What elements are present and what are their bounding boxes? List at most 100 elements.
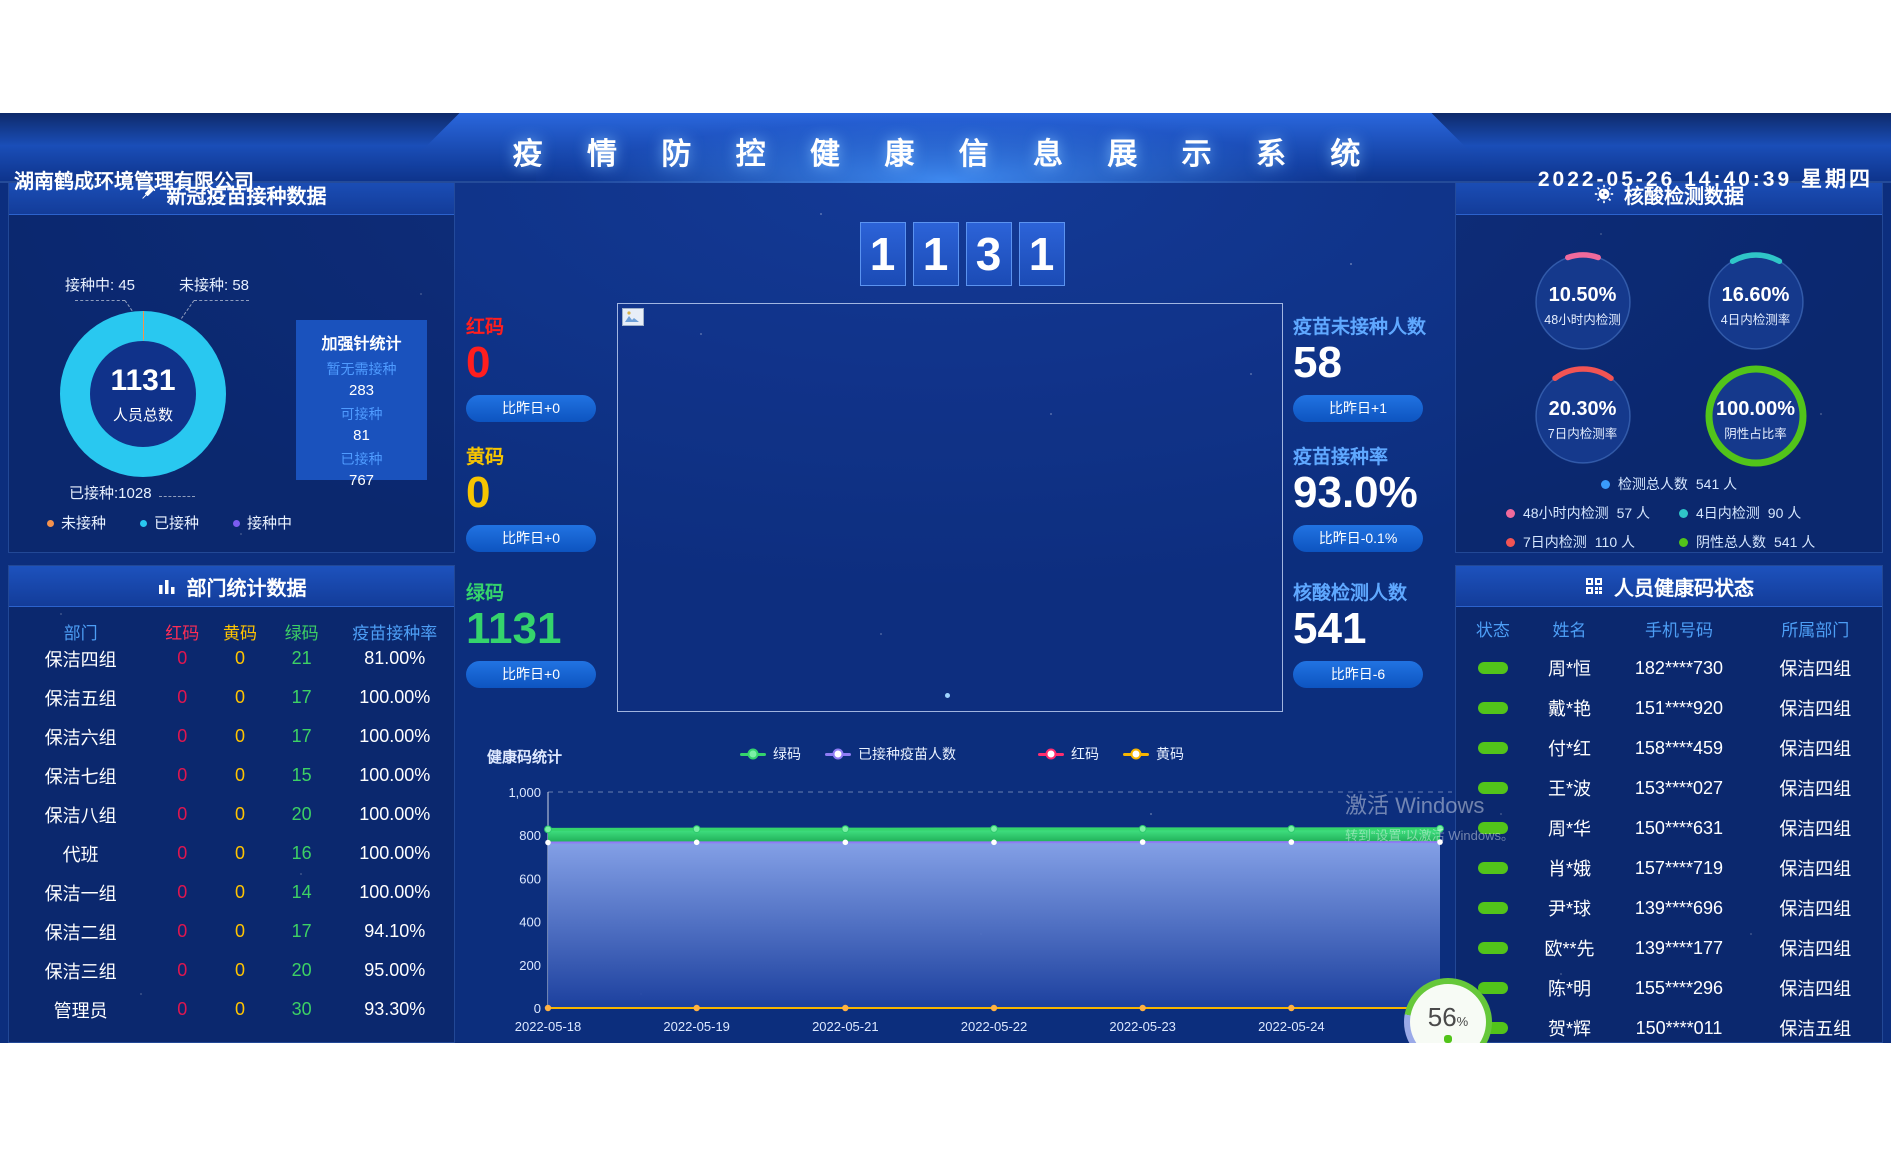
vaccine-stats-column: 疫苗未接种人数 58 比昨日+1 疫苗接种率 93.0% 比昨日-0.1% 核酸… [1293, 113, 1443, 1043]
gauge-label: 7日内检测率 [1547, 427, 1618, 441]
health-table-header: 状态 姓名 手机号码 所属部门 [1456, 616, 1882, 641]
column-header: 部门 [63, 624, 98, 643]
dept-table-body: 保洁四组 0 0 21 81.00% 保洁五组 0 0 17 100.00% 保… [9, 639, 454, 1029]
table-row: 保洁六组 0 0 17 100.00% [44, 726, 431, 748]
vaccine-legend: 未接种 已接种 接种中 [47, 512, 292, 533]
delta-pill: 比昨日-0.1% [1293, 524, 1423, 552]
health-panel: 人员健康码状态 状态 姓名 手机号码 所属部门 周*恒 182****730 保洁四组… [1455, 565, 1883, 1043]
donut-callout-in-progress: 接种中: 45 [65, 277, 136, 294]
syringe-icon [141, 185, 155, 199]
gauge-value: 16.60% [1721, 284, 1790, 306]
delta-pill: 比昨日+0 [466, 524, 596, 552]
column-header: 姓名 [1552, 621, 1587, 640]
callout-dash [194, 300, 249, 301]
svg-text:2022-05-24: 2022-05-24 [1258, 1019, 1325, 1034]
green-status-pill [1477, 981, 1508, 994]
health-panel-title: 人员健康码状态 [1456, 566, 1882, 607]
bar-chart-icon [158, 580, 174, 594]
legend-item: 48小时内检测 57 人 [1506, 503, 1679, 523]
stat-block: 红码 0 比昨日+0 [466, 312, 616, 422]
nucleic-panel: 核酸检测数据 10.50% 48小时内检测 16.60% 4日内检测率 20.3… [1455, 173, 1883, 553]
green-status-pill [1477, 941, 1508, 954]
callout-dash [180, 300, 195, 319]
donut-callout-unvaccinated: 未接种: 58 [179, 277, 250, 294]
total-people-label: 人员总数 [112, 406, 173, 424]
callout-dash [159, 496, 195, 497]
svg-text:2022-05-21: 2022-05-21 [812, 1019, 879, 1034]
column-header: 手机号码 [1644, 621, 1713, 640]
table-row: 尹*球 139****696 保洁四组 [1456, 888, 1882, 928]
health-code-line-chart: 0 200 400 600 800 1,000 2022-05-18 2022-05-19 20… [508, 785, 1473, 1034]
company-name: 湖南鹤成环境管理有限公司 [14, 171, 254, 193]
table-row: 陈*明 155****296 保洁四组 [1456, 968, 1882, 1008]
header-glow [535, 113, 1356, 183]
gauge-value: 100.00% [1716, 398, 1795, 420]
svg-text:2022-05-23: 2022-05-23 [1109, 1019, 1176, 1034]
gauge: 16.60% 4日内检测率 [1704, 250, 1808, 354]
progress-badge-inner: 56% [1410, 984, 1486, 1043]
stat-block: 黄码 0 比昨日+0 [466, 442, 616, 552]
donut-callout-vaccinated: 已接种:1028 [69, 485, 152, 502]
svg-text:2022-05-22: 2022-05-22 [961, 1019, 1028, 1034]
code-stats-column: 红码 0 比昨日+0 黄码 0 比昨日+0 绿码 1131 比昨日+0 [466, 113, 616, 1043]
booster-item: 暂无需接种 283 [326, 361, 397, 399]
table-row: 管理员 0 0 30 93.30% [53, 999, 426, 1021]
table-row: 保洁七组 0 0 15 100.00% [44, 765, 431, 787]
gauge: 20.30% 7日内检测率 [1531, 364, 1635, 468]
table-row: 戴*艳 151****920 保洁四组 [1456, 688, 1882, 728]
table-row: 肖*娥 157****719 保洁四组 [1456, 848, 1882, 888]
table-row: 保洁五组 0 0 17 100.00% [44, 687, 431, 709]
svg-text:800: 800 [519, 828, 541, 843]
dept-table-header: 部门 红码 黄码 绿码 疫苗接种率 [9, 619, 454, 644]
vaccine-donut-chart: 1131 人员总数 [60, 311, 226, 477]
gauge-grid: 10.50% 48小时内检测 16.60% 4日内检测率 20.30% 7日内检… [1456, 250, 1882, 468]
counter-digit: 1 [1018, 222, 1065, 286]
column-header: 所属部门 [1781, 621, 1850, 640]
table-row: 保洁三组 0 0 20 95.00% [44, 960, 426, 982]
gauge-value: 20.30% [1548, 398, 1617, 420]
table-row: 欧**先 139****177 保洁四组 [1456, 928, 1882, 968]
datetime: 2022-05-26 14:40:39 星期四 [1537, 168, 1873, 191]
delta-pill: 比昨日-6 [1293, 660, 1423, 688]
broken-image-icon [622, 308, 644, 326]
donut-center: 1131 人员总数 [90, 341, 196, 447]
legend-item: 7日内检测 110 人 [1506, 532, 1679, 552]
gauge: 10.50% 48小时内检测 [1531, 250, 1635, 354]
legend-item: 阴性总人数 541 人 [1679, 532, 1852, 552]
dept-panel-title: 部门统计数据 [9, 566, 454, 607]
page-title: 疫 情 防 控 健 康 信 息 展 示 系 统 [512, 138, 1379, 171]
callout-dash [75, 300, 125, 301]
gauge-label: 4日内检测率 [1720, 313, 1791, 327]
table-row: 付*红 158****459 保洁四组 [1456, 728, 1882, 768]
svg-text:2022-05-18: 2022-05-18 [515, 1019, 582, 1034]
gauge-value: 10.50% [1548, 284, 1617, 306]
column-header: 黄码 [222, 624, 257, 643]
qr-code-icon [1586, 578, 1602, 594]
svg-text:400: 400 [519, 915, 541, 930]
legend-item: 黄码 [1123, 744, 1184, 764]
table-row: 保洁二组 0 0 17 94.10% [44, 921, 426, 943]
table-row: 周*华 150****631 保洁四组 [1456, 808, 1882, 848]
legend-item: 红码 [1038, 744, 1099, 764]
green-status-pill [1477, 901, 1508, 914]
table-row: 王*波 153****027 保洁四组 [1456, 768, 1882, 808]
progress-badge[interactable]: 56% [1404, 978, 1492, 1043]
booster-title: 加强针统计 [321, 336, 402, 353]
vaccine-panel: 新冠疫苗接种数据 接种中: 45 未接种: 58 1131 人员总数 已接种:1… [8, 173, 455, 553]
stat-block: 绿码 1131 比昨日+0 [466, 578, 616, 688]
counter-digit: 3 [965, 222, 1012, 286]
svg-text:600: 600 [519, 871, 541, 886]
green-status-pill [1477, 741, 1508, 754]
map-marker-dot [945, 693, 950, 698]
green-status-pill [1477, 861, 1508, 874]
legend-item: 已接种 [140, 512, 199, 533]
map-area [617, 303, 1283, 712]
green-status-pill [1477, 701, 1508, 714]
booster-box: 加强针统计 暂无需接种 283 可接种 81 已接种 767 [296, 320, 427, 489]
chart-title: 健康码统计 [487, 749, 563, 766]
table-row: 保洁八组 0 0 20 100.00% [44, 804, 431, 826]
legend-item: 4日内检测 90 人 [1679, 503, 1852, 523]
windows-activation-watermark: 激活 Windows 转到“设置”以激活 Windows。 [1345, 793, 1515, 843]
